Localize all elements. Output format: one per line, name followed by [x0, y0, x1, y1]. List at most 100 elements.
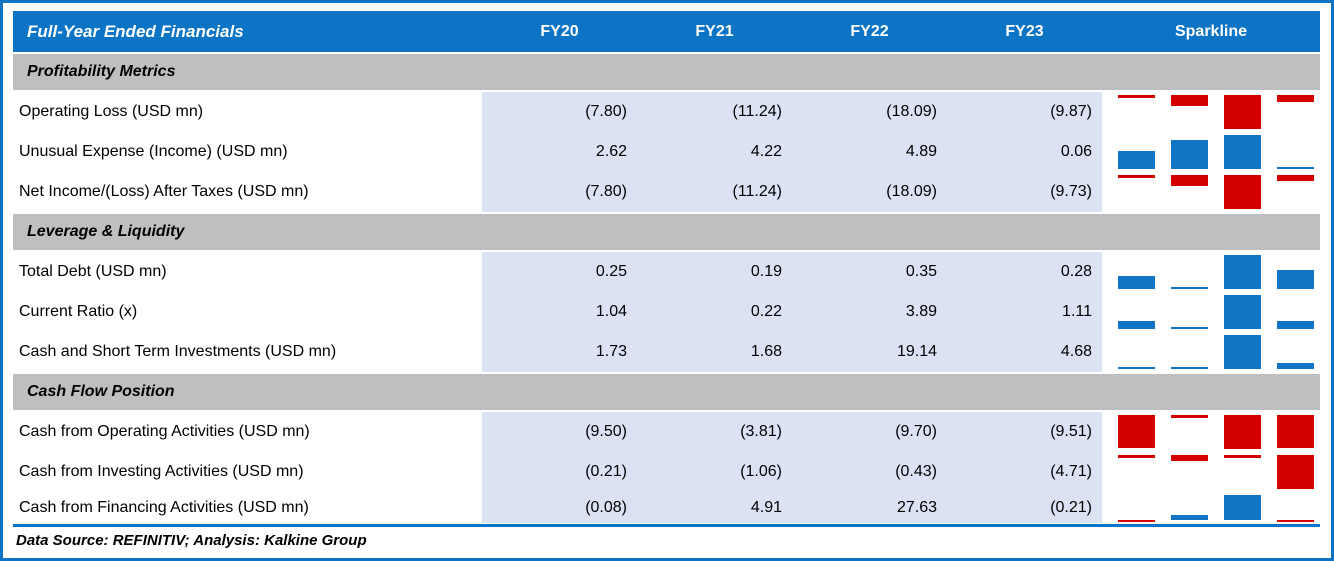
value-cell-fy23: (0.21)	[947, 492, 1102, 523]
sparkline-bar-positive	[1277, 269, 1314, 289]
sparkline-chart	[1102, 92, 1320, 132]
bottom-divider-line	[13, 524, 1320, 527]
value-cell-fy20: (0.21)	[482, 452, 637, 492]
value-cell-fy22: 0.35	[792, 252, 947, 292]
column-header-sparkline: Sparkline	[1174, 22, 1248, 40]
sparkline-bar-positive	[1224, 255, 1261, 289]
row-label: Cash from Financing Activities (USD mn)	[13, 492, 482, 523]
sparkline-chart	[1102, 492, 1320, 523]
row-label: Net Income/(Loss) After Taxes (USD mn)	[13, 172, 482, 212]
value-cell-fy20: (0.08)	[482, 492, 637, 523]
table-row-unusual-expense: Unusual Expense (Income) (USD mn) 2.62 4…	[13, 132, 1320, 172]
value-cell-fy22: (0.43)	[792, 452, 947, 492]
sparkline-chart	[1102, 452, 1320, 492]
sparkline-bar-negative	[1224, 455, 1261, 458]
sparkline-bar-positive	[1224, 335, 1261, 369]
sparkline-bar-negative	[1118, 95, 1155, 98]
sparkline-bar-negative	[1224, 95, 1261, 129]
table-row-net-income: Net Income/(Loss) After Taxes (USD mn) (…	[13, 172, 1320, 212]
value-cell-fy20: (9.50)	[482, 412, 637, 452]
value-cell-fy21: (11.24)	[637, 92, 792, 132]
value-cell-fy23: 4.68	[947, 332, 1102, 372]
sparkline-bar-positive	[1118, 150, 1155, 169]
sparkline-bar-negative	[1118, 415, 1155, 448]
sparkline-bar-positive	[1224, 295, 1261, 329]
section-header-leverage: Leverage & Liquidity	[13, 214, 1320, 250]
row-label: Operating Loss (USD mn)	[13, 92, 482, 132]
value-cell-fy22: (9.70)	[792, 412, 947, 452]
value-cell-fy22: (18.09)	[792, 92, 947, 132]
section-header-cash-flow: Cash Flow Position	[13, 374, 1320, 410]
value-cell-fy23: 0.06	[947, 132, 1102, 172]
sparkline-chart	[1102, 172, 1320, 212]
value-cell-fy22: 4.89	[792, 132, 947, 172]
section-header-profitability: Profitability Metrics	[13, 54, 1320, 90]
value-cell-fy23: (9.51)	[947, 412, 1102, 452]
value-cell-fy20: 1.73	[482, 332, 637, 372]
section-title: Profitability Metrics	[27, 63, 176, 80]
table-title: Full-Year Ended Financials	[27, 21, 244, 41]
table-header-row: Full-Year Ended Financials FY20 FY21 FY2…	[13, 11, 1320, 52]
section-title: Cash Flow Position	[27, 383, 175, 400]
sparkline-chart	[1102, 252, 1320, 292]
row-label: Current Ratio (x)	[13, 292, 482, 332]
sparkline-bar-positive	[1171, 366, 1208, 369]
value-cell-fy20: 0.25	[482, 252, 637, 292]
sparkline-bar-negative	[1171, 455, 1208, 462]
sparkline-bar-negative	[1277, 519, 1314, 523]
sparkline-bar-positive	[1171, 326, 1208, 329]
row-label: Cash from Operating Activities (USD mn)	[13, 412, 482, 452]
column-header-fy22: FY22	[850, 22, 889, 40]
sparkline-bar-negative	[1277, 175, 1314, 182]
sparkline-bar-positive	[1171, 139, 1208, 169]
value-cell-fy21: 0.19	[637, 252, 792, 292]
sparkline-bar-negative	[1171, 175, 1208, 187]
value-cell-fy22: 3.89	[792, 292, 947, 332]
sparkline-chart	[1102, 292, 1320, 332]
row-label: Unusual Expense (Income) (USD mn)	[13, 132, 482, 172]
value-cell-fy21: 4.91	[637, 492, 792, 523]
value-cell-fy23: (4.71)	[947, 452, 1102, 492]
value-cell-fy23: 1.11	[947, 292, 1102, 332]
value-cell-fy20: 1.04	[482, 292, 637, 332]
value-cell-fy21: 0.22	[637, 292, 792, 332]
sparkline-bar-negative	[1277, 455, 1314, 489]
value-cell-fy21: 1.68	[637, 332, 792, 372]
sparkline-chart	[1102, 132, 1320, 172]
source-note: Data Source: REFINITIV; Analysis: Kalkin…	[13, 527, 1320, 554]
sparkline-bar-negative	[1118, 519, 1155, 523]
table-row-cash-short-term: Cash and Short Term Investments (USD mn)…	[13, 332, 1320, 372]
column-header-fy20: FY20	[540, 22, 579, 40]
sparkline-bar-negative	[1118, 455, 1155, 458]
value-cell-fy23: (9.73)	[947, 172, 1102, 212]
sparkline-bar-negative	[1118, 175, 1155, 178]
sparkline-chart	[1102, 412, 1320, 452]
sparkline-bar-negative	[1224, 415, 1261, 449]
section-title: Leverage & Liquidity	[27, 223, 185, 240]
value-cell-fy22: 19.14	[792, 332, 947, 372]
sparkline-bar-positive	[1171, 286, 1208, 289]
sparkline-bar-positive	[1224, 495, 1261, 520]
value-cell-fy22: 27.63	[792, 492, 947, 523]
sparkline-bar-positive	[1118, 366, 1155, 369]
table-row-cash-financing: Cash from Financing Activities (USD mn) …	[13, 492, 1320, 523]
row-label: Total Debt (USD mn)	[13, 252, 482, 292]
column-header-fy23: FY23	[1005, 22, 1044, 40]
sparkline-bar-negative	[1171, 95, 1208, 107]
value-cell-fy23: 0.28	[947, 252, 1102, 292]
table-row-total-debt: Total Debt (USD mn) 0.25 0.19 0.35 0.28	[13, 252, 1320, 292]
sparkline-bar-positive	[1171, 515, 1208, 520]
sparkline-bar-positive	[1118, 276, 1155, 289]
sparkline-bar-negative	[1277, 95, 1314, 102]
value-cell-fy21: (11.24)	[637, 172, 792, 212]
sparkline-bar-positive	[1224, 135, 1261, 169]
sparkline-bar-positive	[1277, 166, 1314, 169]
table-row-cash-investing: Cash from Investing Activities (USD mn) …	[13, 452, 1320, 492]
sparkline-bar-negative	[1277, 415, 1314, 448]
sparkline-bar-positive	[1277, 320, 1314, 329]
value-cell-fy20: 2.62	[482, 132, 637, 172]
table-row-current-ratio: Current Ratio (x) 1.04 0.22 3.89 1.11	[13, 292, 1320, 332]
sparkline-bar-positive	[1277, 363, 1314, 369]
sparkline-chart	[1102, 332, 1320, 372]
